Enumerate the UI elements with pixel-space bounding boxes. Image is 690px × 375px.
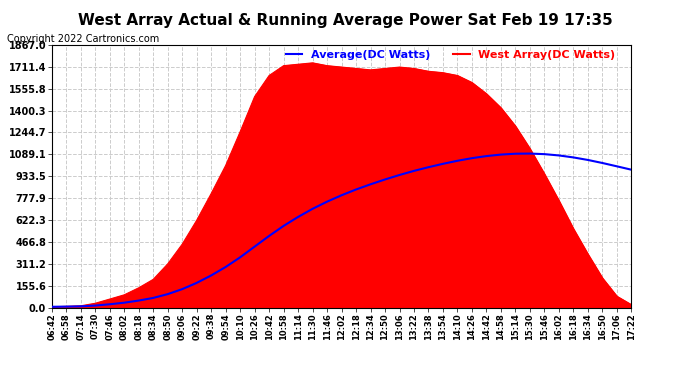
Text: West Array Actual & Running Average Power Sat Feb 19 17:35: West Array Actual & Running Average Powe… (77, 13, 613, 28)
Text: Copyright 2022 Cartronics.com: Copyright 2022 Cartronics.com (7, 34, 159, 44)
Legend: Average(DC Watts), West Array(DC Watts): Average(DC Watts), West Array(DC Watts) (282, 45, 620, 64)
